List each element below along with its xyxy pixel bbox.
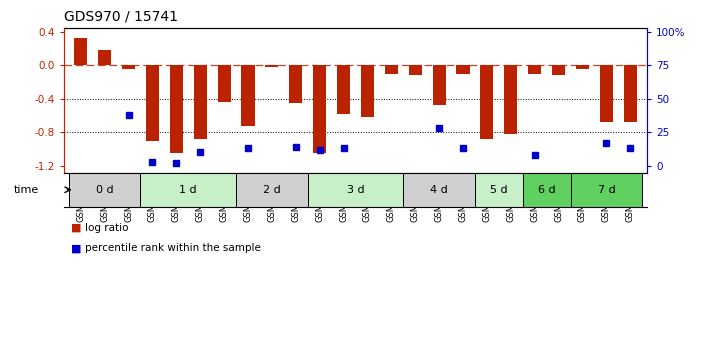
Bar [570,172,642,207]
Bar [141,172,236,207]
Bar [122,65,135,69]
Bar [481,65,493,139]
Bar [552,65,565,75]
Text: 2 d: 2 d [263,185,281,195]
Text: 0 d: 0 d [96,185,114,195]
Text: 4 d: 4 d [430,185,448,195]
Bar [74,39,87,65]
Bar [289,65,302,103]
Bar [98,50,111,65]
Bar [576,65,589,69]
Text: ■: ■ [71,244,82,253]
Text: 5 d: 5 d [490,185,508,195]
Text: 6 d: 6 d [538,185,555,195]
Text: GDS970 / 15741: GDS970 / 15741 [64,10,178,24]
Text: time: time [14,185,40,195]
Bar [432,65,446,105]
Bar [308,172,403,207]
Text: log ratio: log ratio [85,223,129,233]
Bar [523,172,570,207]
Bar [265,65,279,67]
Text: percentile rank within the sample: percentile rank within the sample [85,244,261,253]
Bar [403,172,475,207]
Bar [528,65,541,74]
Text: 3 d: 3 d [347,185,364,195]
Bar [361,65,374,117]
Bar [385,65,398,74]
Bar [146,65,159,141]
Bar [600,65,613,122]
Bar [242,65,255,126]
Bar [475,172,523,207]
Bar [236,172,308,207]
Bar [218,65,230,102]
Bar [504,65,518,134]
Text: 1 d: 1 d [179,185,197,195]
Bar [337,65,350,114]
Bar [193,65,207,139]
Bar [170,65,183,153]
Bar [313,65,326,153]
Text: 7 d: 7 d [597,185,615,195]
Text: ■: ■ [71,223,82,233]
Bar [69,172,141,207]
Bar [624,65,637,122]
Bar [409,65,422,75]
Bar [456,65,469,74]
